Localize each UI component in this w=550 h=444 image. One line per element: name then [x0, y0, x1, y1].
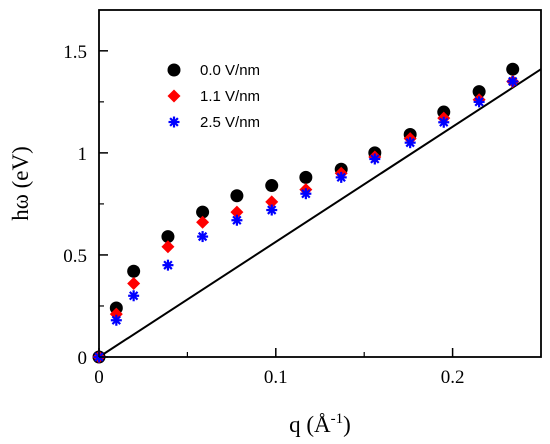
plot-area-border: [98, 9, 542, 358]
data-point: [473, 96, 485, 108]
data-point: [161, 240, 175, 254]
x-axis-label-close: ): [343, 412, 351, 437]
data-point: [507, 75, 519, 87]
data-point: [110, 314, 122, 326]
x-tick-label: 0.1: [264, 367, 288, 388]
data-point: [438, 116, 450, 128]
ticks-layer: 0 0.1 0.2 0 0.5 1 1.5: [63, 42, 464, 388]
x-axis-label-sup: -1: [331, 411, 344, 427]
data-point: [196, 205, 210, 219]
legend-marker: [167, 89, 181, 103]
data-point: [197, 231, 209, 243]
data-point: [196, 215, 210, 229]
x-tick-label: 0.2: [441, 367, 465, 388]
y-tick-label: 0: [78, 348, 88, 369]
data-point: [127, 277, 141, 291]
data-point: [299, 170, 313, 184]
legend-label: 1.1 V/nm: [200, 88, 260, 105]
x-tick-label: 0: [94, 367, 104, 388]
legend: 0.0 V/nm 1.1 V/nm 2.5 V/nm: [167, 62, 260, 131]
plot-frame: [98, 9, 542, 358]
data-point: [300, 188, 312, 200]
series-layer: [92, 62, 520, 364]
legend-marker: [167, 63, 181, 77]
y-tick-label: 0.5: [63, 246, 87, 267]
data-point: [335, 171, 347, 183]
legend-label: 0.0 V/nm: [200, 62, 260, 79]
data-point: [265, 195, 279, 209]
data-point: [404, 137, 416, 149]
x-axis-label: q (Å-1): [289, 411, 351, 437]
data-point: [231, 214, 243, 226]
reference-lines: [98, 68, 542, 358]
x-axis-label-main: q (Å: [289, 412, 331, 437]
data-point: [265, 179, 279, 193]
data-point: [230, 189, 244, 203]
data-point: [128, 290, 140, 302]
data-point: [369, 153, 381, 165]
data-point: [230, 205, 244, 219]
legend-label: 2.5 V/nm: [200, 114, 260, 131]
series-2: [93, 75, 519, 363]
legend-marker: [168, 116, 180, 128]
y-tick-label: 1.5: [63, 42, 87, 63]
data-point: [266, 204, 278, 216]
data-point: [506, 62, 520, 76]
data-point: [162, 259, 174, 271]
data-point: [161, 230, 175, 244]
y-tick-label: 1: [78, 144, 88, 165]
data-point: [472, 85, 486, 99]
data-point: [127, 264, 141, 278]
reference-line: [98, 68, 542, 358]
y-axis-label: hω (eV): [8, 146, 33, 221]
